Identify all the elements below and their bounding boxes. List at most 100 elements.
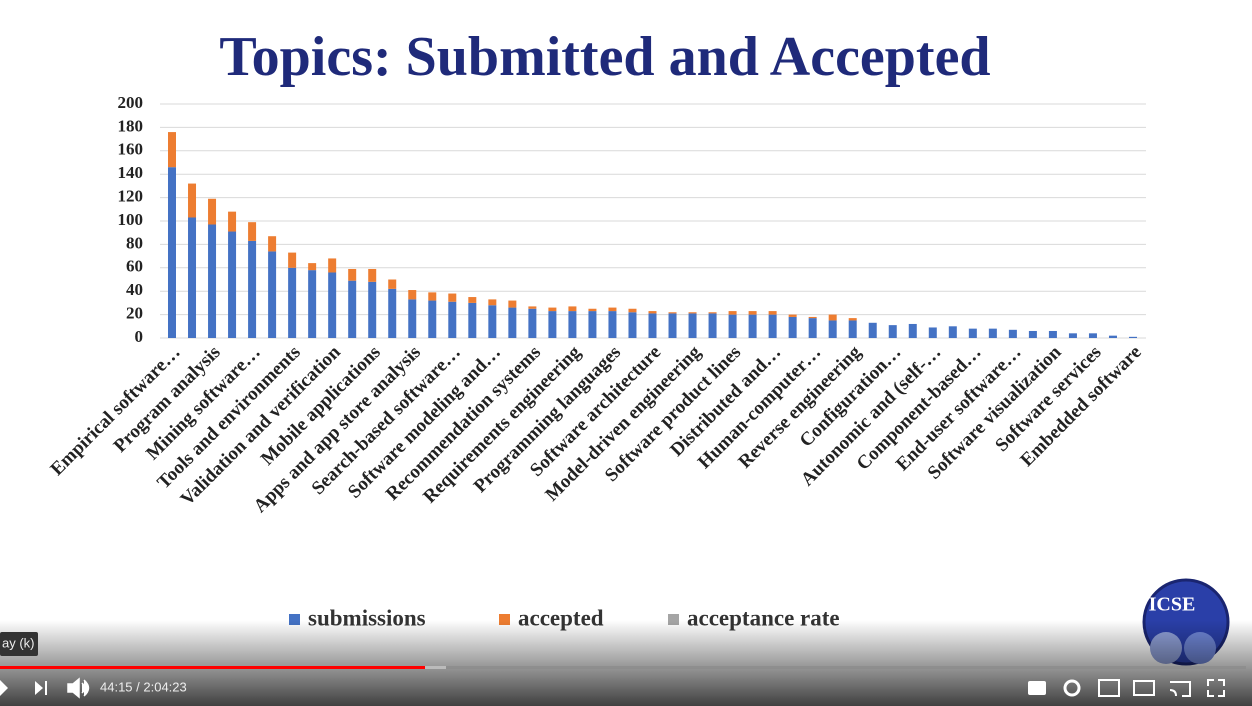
bar-segment: [588, 308, 597, 312]
bar-segment: [288, 267, 297, 338]
bar-segment: [188, 217, 197, 338]
y-tick-label: 60: [126, 257, 143, 276]
bar-segment: [348, 268, 357, 281]
bar-segment: [328, 258, 337, 273]
bar-segment: [688, 313, 697, 338]
y-tick-label: 120: [118, 187, 144, 206]
bar-segment: [808, 316, 817, 319]
bar-segment: [468, 297, 477, 303]
bar-segment: [848, 320, 857, 338]
bar-segment: [388, 288, 397, 338]
y-tick-label: 100: [118, 210, 144, 229]
theater-button[interactable]: [1133, 680, 1155, 696]
bar-segment: [248, 222, 257, 241]
bar-segment: [968, 328, 977, 338]
bar-segment: [568, 311, 577, 338]
play-button[interactable]: [0, 680, 8, 696]
bar-segment: [948, 326, 957, 338]
bar-segment: [468, 302, 477, 338]
bar-segment: [888, 325, 897, 338]
bar-segment: [1129, 336, 1137, 338]
y-tick-label: 20: [126, 304, 143, 323]
y-tick-label: 200: [118, 93, 144, 112]
bar-segment: [828, 320, 837, 338]
bar-segment: [868, 322, 877, 338]
bar-segment: [328, 272, 337, 338]
tooltip-text: ay (k): [2, 635, 35, 650]
bar-segment: [548, 311, 557, 338]
bar-segment: [928, 327, 937, 338]
bar-segment: [428, 300, 437, 338]
y-tick-label: 160: [118, 140, 144, 159]
bar-segment: [228, 231, 237, 338]
bar-segment: [1008, 329, 1017, 338]
settings-button[interactable]: [1063, 679, 1081, 697]
bar-segment: [748, 311, 757, 315]
bar-segment: [168, 167, 176, 338]
bar-segment: [608, 307, 617, 312]
progress-played[interactable]: [0, 666, 425, 669]
bar-segment: [268, 236, 277, 252]
y-tick-label: 80: [126, 233, 143, 252]
bar-segment: [508, 300, 517, 308]
bar-segment: [488, 305, 497, 338]
bar-segment: [268, 251, 277, 338]
legend-swatch: [289, 614, 300, 625]
legend-swatch: [499, 614, 510, 625]
bar-segment: [248, 240, 257, 338]
bar-segment: [448, 301, 457, 338]
controls-shade: [0, 620, 1252, 706]
bar-segment: [448, 293, 457, 302]
bar-segment: [188, 183, 197, 218]
volume-button[interactable]: [67, 677, 90, 699]
bar-segment: [308, 270, 317, 338]
progress-track[interactable]: [0, 666, 1246, 669]
cast-button[interactable]: [1169, 681, 1191, 697]
bar-segment: [1068, 333, 1077, 338]
bar-segment: [548, 307, 557, 312]
fullscreen-button[interactable]: [1207, 679, 1225, 697]
bar-segment: [588, 311, 597, 338]
bar-segment: [648, 313, 657, 338]
bar-segment: [368, 268, 377, 282]
y-tick-label: 140: [118, 163, 144, 182]
captions-button[interactable]: [1028, 681, 1046, 695]
bar-segment: [368, 281, 377, 338]
bar-segment: [168, 132, 176, 168]
next-button[interactable]: [35, 681, 47, 695]
bar-segment: [1108, 335, 1117, 338]
bar-segment: [788, 316, 797, 338]
legend-swatch: [668, 614, 679, 625]
bar-segment: [288, 252, 297, 268]
bar-segment: [488, 299, 497, 306]
bar-segment: [828, 314, 837, 321]
bar-segment: [428, 292, 437, 301]
bar-segment: [848, 318, 857, 321]
bar-segment: [348, 280, 357, 338]
miniplayer-button[interactable]: [1098, 679, 1120, 697]
bar-segment: [528, 308, 537, 338]
bar-segment: [1028, 330, 1037, 338]
y-tick-label: 0: [135, 327, 144, 346]
bar-segment: [768, 314, 777, 338]
bar-segment: [808, 318, 817, 338]
bar-segment: [728, 314, 737, 338]
bar-segment: [408, 299, 417, 338]
bar-segment: [708, 313, 717, 338]
bar-segment: [228, 211, 237, 232]
bar-segment: [728, 311, 737, 315]
time: 44:15 / 2:04:23: [100, 679, 187, 694]
bar-segment: [388, 279, 397, 289]
bar-segment: [908, 323, 917, 338]
bar-segment: [688, 312, 697, 314]
bar-segment: [988, 328, 997, 338]
bar-segment: [208, 224, 217, 338]
bar-segment: [788, 314, 797, 317]
bar-segment: [408, 290, 417, 300]
bar-segment: [508, 307, 517, 338]
logo-text: ICSE: [1149, 594, 1196, 616]
bar-segment: [1048, 330, 1057, 338]
